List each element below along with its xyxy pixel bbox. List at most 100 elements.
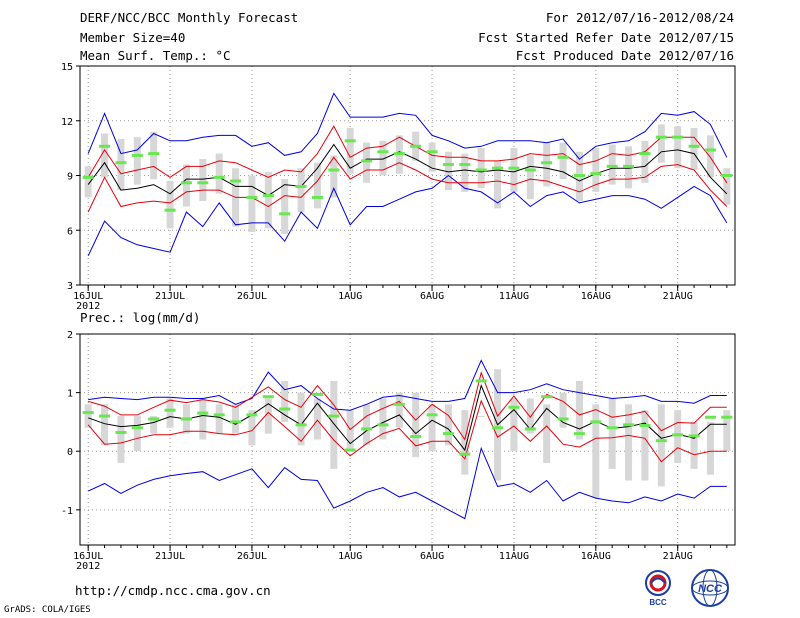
temp-box-17	[363, 142, 371, 183]
temp-median-21	[426, 150, 438, 154]
prec-box-1	[101, 404, 109, 446]
member-size-label: Member Size=40	[80, 30, 186, 45]
temp-median-8	[213, 175, 225, 179]
temp-median-13	[295, 184, 307, 188]
prec-box-24	[477, 416, 485, 418]
prec-median-18	[377, 423, 389, 427]
prec-box-35	[657, 404, 665, 487]
temp-median-0	[82, 175, 94, 179]
prec-xtick-label-3: 1AUG	[338, 551, 362, 562]
prec-frame	[79, 333, 736, 546]
temp-median-22	[442, 163, 454, 167]
prec-box-5	[166, 398, 174, 428]
temp-xtick-label-5: 11AUG	[499, 291, 529, 302]
temp-box-27	[526, 155, 534, 200]
prec-median-13	[295, 423, 307, 427]
prec-median-36	[672, 433, 684, 437]
temp-median-24	[475, 168, 487, 172]
prec-median-3	[131, 426, 143, 430]
temp-box-32	[608, 144, 616, 185]
produced-date-label: Fcst Produced Date 2012/07/16	[515, 48, 734, 63]
temp-year-label: 2012	[76, 301, 100, 312]
prec-median-33	[623, 423, 635, 427]
prec-median-16	[344, 448, 356, 452]
prec-box-21	[428, 404, 436, 452]
prec-median-22	[442, 432, 454, 436]
temp-box-16	[346, 128, 354, 174]
prec-box-23	[461, 410, 469, 475]
temp-lower-bound-line	[87, 174, 728, 257]
temp-median-3	[131, 153, 143, 157]
prec-median-0	[82, 411, 94, 415]
prec-median-26	[508, 405, 520, 409]
prec-lower-bound-line	[87, 446, 727, 520]
temp-median-19	[393, 152, 405, 156]
prec-median-8	[213, 413, 225, 417]
temp-box-2	[117, 139, 125, 191]
prec-box-7	[199, 398, 207, 440]
temp-median-29	[557, 155, 569, 159]
temp-xtick-label-7: 21AUG	[663, 291, 693, 302]
prec-xtick-label-4: 6AUG	[420, 551, 444, 562]
temp-median-35	[655, 135, 667, 139]
prec-ytick-label-0: -1	[61, 506, 73, 517]
temperature-variable-label: Mean Surf. Temp.: °C	[80, 48, 231, 63]
temp-box-12	[281, 179, 289, 234]
prec-box-33	[625, 404, 633, 481]
prec-box-39	[723, 410, 731, 452]
temp-box-15	[330, 155, 338, 198]
prec-median-10	[246, 413, 258, 417]
temp-median-34	[639, 152, 651, 156]
temp-median-14	[311, 195, 323, 199]
temp-ytick-label-3: 12	[61, 117, 73, 128]
temp-box-1	[101, 133, 109, 178]
prec-median-1	[99, 414, 111, 418]
prec-box-27	[526, 398, 534, 434]
temp-median-11	[262, 194, 274, 198]
prec-median-37	[688, 434, 700, 438]
prec-median-30	[573, 432, 585, 436]
prec-median-4	[148, 417, 160, 421]
temp-median-31	[590, 172, 602, 176]
prec-median-38	[704, 415, 716, 419]
temp-box-29	[559, 142, 567, 180]
temp-median-12	[279, 212, 291, 216]
prec-median-11	[262, 395, 274, 399]
prec-median-14	[311, 392, 323, 396]
temp-median-16	[344, 139, 356, 143]
prec-xtick-label-0: 16JUL	[73, 551, 103, 562]
temp-median-23	[459, 163, 471, 167]
temp-box-6	[182, 164, 190, 207]
temp-panel: 3 6 9 12 15 16JUL 21JUL 26JUL 1AUG 6AUG 11AUG 16AUG…	[61, 62, 736, 312]
temp-median-2	[115, 161, 127, 165]
temp-box-22	[444, 151, 452, 191]
prec-median-15	[328, 414, 340, 418]
prec-median-39	[721, 415, 733, 419]
prec-box-28	[543, 404, 551, 463]
prec-box-19	[395, 392, 403, 428]
temp-xtick-label-2: 26JUL	[237, 291, 267, 302]
temp-median-26	[508, 166, 520, 170]
prec-box-20	[412, 392, 420, 458]
prec-median-34	[639, 423, 651, 427]
temp-median-38	[704, 148, 716, 152]
temp-box-31	[592, 148, 600, 192]
temp-median-4	[148, 152, 160, 156]
website-url[interactable]: http://cmdp.ncc.cma.gov.cn	[75, 583, 271, 598]
prec-xtick-label-7: 21AUG	[663, 551, 693, 562]
temp-ytick-label-1: 6	[67, 226, 73, 237]
temp-median-20	[410, 144, 422, 148]
prec-box-38	[706, 421, 714, 475]
prec-median-21	[426, 413, 438, 417]
prec-box-0	[84, 404, 92, 428]
temp-median-27	[524, 168, 536, 172]
temp-median-33	[623, 164, 635, 168]
temp-median-37	[688, 144, 700, 148]
temp-box-11	[264, 171, 272, 229]
temp-box-8	[215, 153, 223, 194]
prec-median-2	[115, 430, 127, 434]
prec-xtick-label-5: 11AUG	[499, 551, 529, 562]
prec-year-label: 2012	[76, 561, 100, 572]
temp-median-39	[721, 174, 733, 177]
